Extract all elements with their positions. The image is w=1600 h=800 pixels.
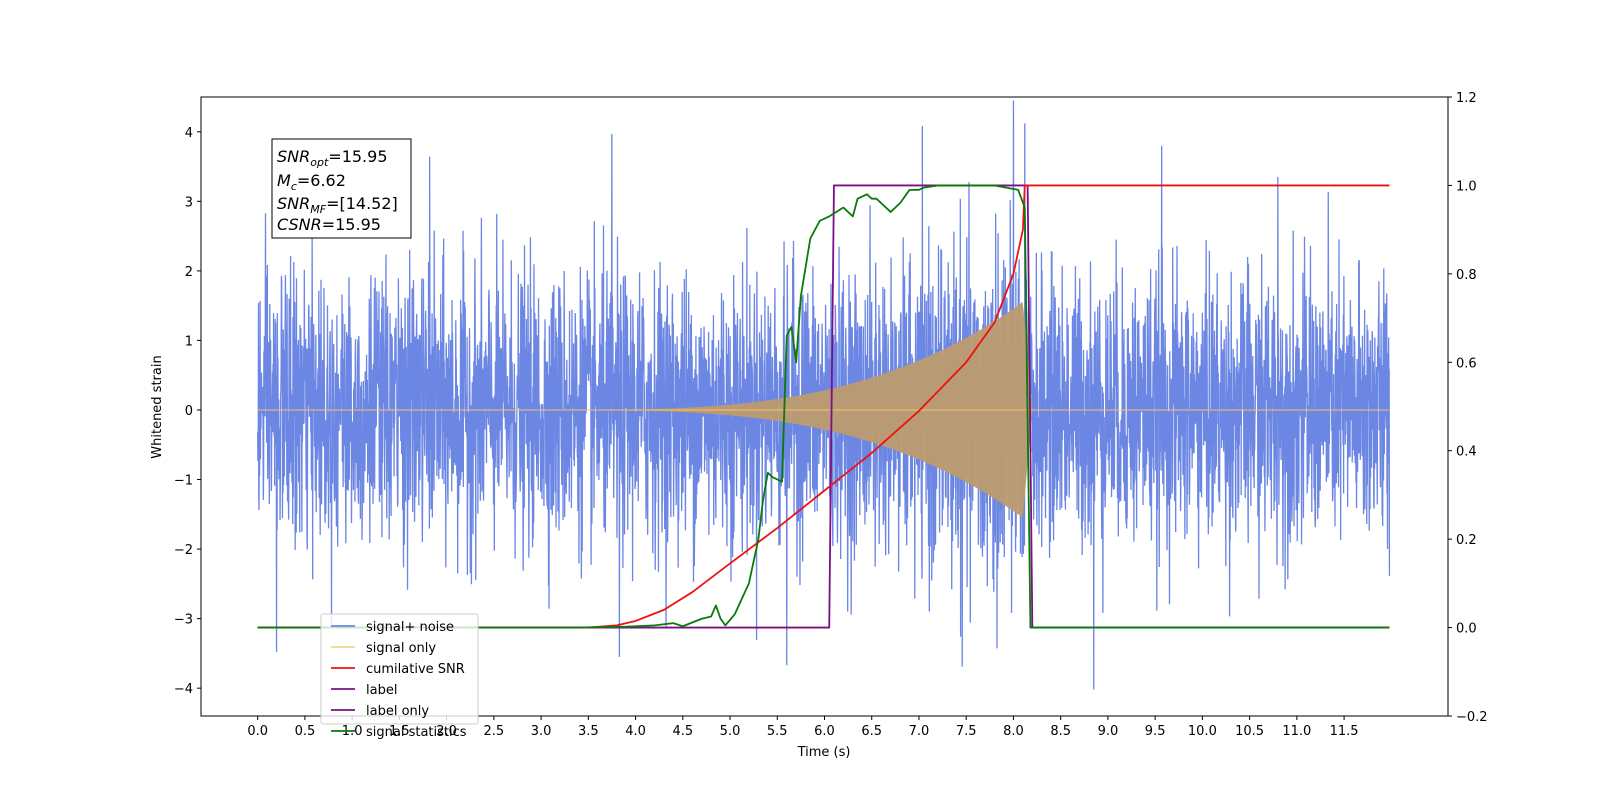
- y2-tick-label: 0.4: [1456, 445, 1477, 460]
- x-tick-label: 3.5: [578, 724, 599, 739]
- legend-entry: signal+ noise: [366, 620, 454, 635]
- x-tick-label: 0.5: [295, 724, 316, 739]
- legend-entry: signal only: [366, 641, 436, 656]
- x-tick-label: 5.0: [720, 724, 741, 739]
- legend-entry: signal statistics: [366, 725, 467, 740]
- y-tick-label: −1: [174, 474, 193, 489]
- y-tick-label: −2: [174, 543, 193, 558]
- y2-tick-label: 0.0: [1456, 622, 1477, 637]
- legend-entry: label only: [366, 704, 429, 719]
- annotation-mc: Mc=6.62: [277, 171, 346, 193]
- x-tick-label: 10.5: [1235, 724, 1264, 739]
- x-axis-label: Time (s): [797, 745, 851, 760]
- x-axis: 0.0 0.5 1.0 1.5 2.0 2.5 3.0 3.5 4.0 4.5 5.0 5.5 6.0 6…: [247, 716, 1359, 739]
- y-tick-label: −3: [174, 613, 193, 628]
- x-tick-label: 6.0: [814, 724, 835, 739]
- x-tick-label: 11.5: [1330, 724, 1359, 739]
- legend-entry: cumilative SNR: [366, 662, 465, 677]
- annotation-snr-opt: SNRopt=15.95: [277, 147, 388, 169]
- annotation-frame: [271, 138, 412, 239]
- y2-tick-label: 0.2: [1456, 533, 1477, 548]
- y2-tick-label: 0.6: [1456, 356, 1477, 371]
- series-layer: [257, 100, 1391, 690]
- series-cumulative-snr: [257, 184, 1390, 629]
- y-tick-label: 1: [185, 334, 193, 349]
- annotation-csnr: CSNR=15.95: [277, 215, 381, 234]
- annotation-box: SNRopt=15.95 Mc=6.62 SNRMF=[14.52] CSNR=…: [271, 138, 412, 239]
- x-tick-label: 0.0: [247, 724, 268, 739]
- legend-entry: label: [366, 683, 397, 698]
- y-tick-label: 3: [185, 195, 193, 210]
- x-tick-label: 4.5: [672, 724, 693, 739]
- x-tick-label: 4.0: [625, 724, 646, 739]
- series-signal-statistics: [257, 184, 1390, 629]
- y-tick-label: 4: [185, 126, 193, 141]
- x-tick-label: 7.5: [956, 724, 977, 739]
- y2-tick-label: 0.8: [1456, 268, 1477, 283]
- y2-tick-label: −0.2: [1456, 710, 1488, 725]
- x-tick-label: 7.0: [909, 724, 930, 739]
- legend: signal+ noise signal only cumilative SNR la…: [320, 613, 479, 740]
- x-tick-label: 11.0: [1282, 724, 1311, 739]
- x-tick-label: 8.0: [1003, 724, 1024, 739]
- y-tick-label: 0: [185, 404, 193, 419]
- x-tick-label: 9.5: [1145, 724, 1166, 739]
- y2-tick-label: 1.0: [1456, 179, 1477, 194]
- y-axis-label: Whitened strain: [150, 355, 165, 458]
- y2-tick-label: 1.2: [1456, 91, 1477, 106]
- y-axis-right: −0.2 0.0 0.2 0.4 0.6 0.8 1.0 1.2: [1448, 91, 1488, 725]
- x-tick-label: 2.5: [484, 724, 505, 739]
- x-tick-label: 8.5: [1050, 724, 1071, 739]
- y-tick-label: −4: [174, 682, 193, 697]
- y-axis-left: −4 −3 −2 −1 0 1 2 3 4: [174, 126, 201, 697]
- legend-frame: [320, 613, 479, 725]
- x-tick-label: 3.0: [531, 724, 552, 739]
- x-tick-label: 2.0: [436, 724, 457, 739]
- x-tick-label: 10.0: [1188, 724, 1217, 739]
- x-tick-label: 1.5: [389, 724, 410, 739]
- y-tick-label: 2: [185, 265, 193, 280]
- annotation-snr-mf: SNRMF=[14.52]: [277, 194, 398, 216]
- x-tick-label: 6.5: [861, 724, 882, 739]
- x-tick-label: 5.5: [767, 724, 788, 739]
- x-tick-label: 9.0: [1098, 724, 1119, 739]
